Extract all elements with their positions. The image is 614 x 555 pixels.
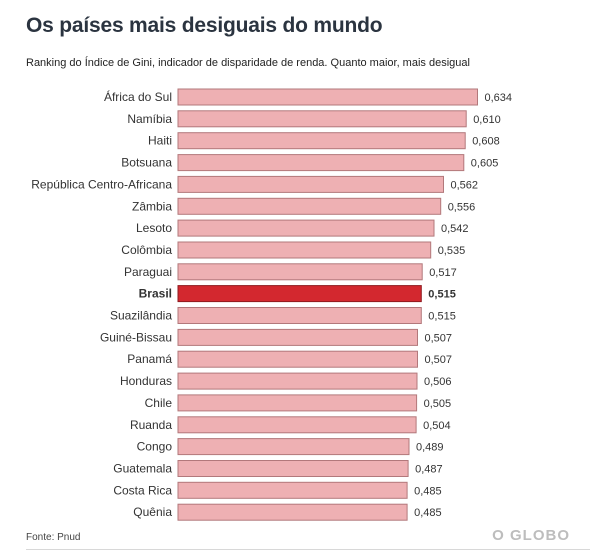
category-label: Suazilândia [110, 309, 172, 323]
bar [177, 438, 410, 456]
bar [177, 197, 442, 215]
bar-row: Chile 0,505 [145, 394, 452, 412]
bar [177, 263, 423, 281]
value-label: 0,517 [429, 267, 457, 279]
value-label: 0,610 [473, 114, 501, 126]
bar-row: Suazilândia 0,515 [110, 307, 456, 324]
category-label: Lesoto [136, 221, 172, 235]
bar-row: Ruanda 0,504 [130, 416, 451, 434]
category-label: Botsuana [121, 156, 172, 170]
bar [177, 503, 408, 521]
bar [177, 481, 408, 499]
bar [177, 110, 467, 128]
value-label: 0,562 [451, 179, 479, 191]
o-globo-logo: O GLOBO [492, 527, 570, 544]
value-label: 0,634 [485, 92, 513, 104]
bar [177, 175, 444, 193]
bar-row-highlight: Brasil 0,515 [139, 285, 456, 303]
category-label: Guatemala [113, 462, 172, 476]
chart-title: Os países mais desiguais do mundo [26, 14, 383, 37]
bar [177, 88, 478, 106]
value-label: 0,489 [416, 442, 444, 454]
bar [177, 241, 432, 259]
bar [177, 154, 465, 172]
bar [177, 416, 417, 434]
value-label: 0,535 [438, 245, 466, 257]
category-label: Quênia [133, 505, 172, 519]
category-label: Guiné-Bissau [100, 330, 172, 344]
bar-row: Guiné-Bissau 0,507 [100, 328, 453, 346]
value-label: 0,506 [424, 376, 452, 388]
bottom-divider [26, 549, 590, 550]
value-label: 0,515 [428, 289, 456, 301]
bar [177, 219, 435, 237]
value-label: 0,608 [472, 136, 500, 148]
category-label: África do Sul [104, 89, 172, 104]
bar [177, 350, 418, 368]
bar-row: Paraguai 0,517 [124, 263, 457, 281]
value-label: 0,507 [425, 332, 453, 344]
source-note: Fonte: Pnud [26, 532, 81, 543]
bar-row: Lesoto 0,542 [136, 219, 469, 237]
category-label: Brasil [139, 287, 172, 301]
category-label: Colômbia [121, 243, 172, 257]
category-label: Panamá [127, 352, 172, 366]
bar [177, 328, 418, 346]
category-label: Zâmbia [132, 199, 172, 213]
category-label: Congo [137, 440, 173, 454]
value-label: 0,542 [441, 223, 469, 235]
value-label: 0,505 [424, 398, 452, 410]
bar-row: Quênia 0,485 [133, 503, 442, 521]
value-label: 0,556 [448, 201, 476, 213]
value-label: 0,485 [414, 507, 442, 519]
bar-row: República Centro-Africana 0,562 [31, 175, 479, 193]
value-label: 0,487 [415, 464, 443, 476]
category-label: Haiti [148, 134, 172, 148]
category-label: Chile [145, 396, 173, 410]
value-label: 0,515 [428, 311, 456, 323]
value-label: 0,605 [471, 158, 499, 170]
bar-row: Botsuana 0,605 [121, 154, 499, 172]
category-label: República Centro-Africana [31, 177, 172, 191]
chart-subtitle: Ranking do Índice de Gini, indicador de … [26, 57, 470, 69]
bar-row: África do Sul 0,634 [104, 88, 513, 106]
bar-highlight [177, 285, 422, 303]
bar [177, 460, 409, 477]
bar-row: Panamá 0,507 [127, 350, 453, 368]
bar-row: Congo 0,489 [137, 438, 444, 456]
category-label: Namíbia [127, 112, 172, 126]
bar-row: Honduras 0,506 [120, 372, 452, 390]
value-label: 0,507 [425, 354, 453, 366]
bar-row: Colômbia 0,535 [121, 241, 466, 259]
bar-row: Namíbia 0,610 [127, 110, 501, 128]
category-label: Honduras [120, 374, 172, 388]
category-label: Costa Rica [113, 483, 172, 497]
bar [177, 372, 418, 390]
bar [177, 394, 418, 412]
bar-row: Zâmbia 0,556 [132, 197, 476, 215]
category-label: Paraguai [124, 265, 172, 279]
bar [177, 132, 466, 150]
value-label: 0,485 [414, 485, 442, 497]
bar-row: Haiti 0,608 [148, 132, 500, 150]
bar [177, 307, 422, 324]
value-label: 0,504 [423, 420, 451, 432]
bar-row: Costa Rica 0,485 [113, 481, 442, 499]
category-label: Ruanda [130, 418, 172, 432]
bar-row: Guatemala 0,487 [113, 460, 443, 477]
